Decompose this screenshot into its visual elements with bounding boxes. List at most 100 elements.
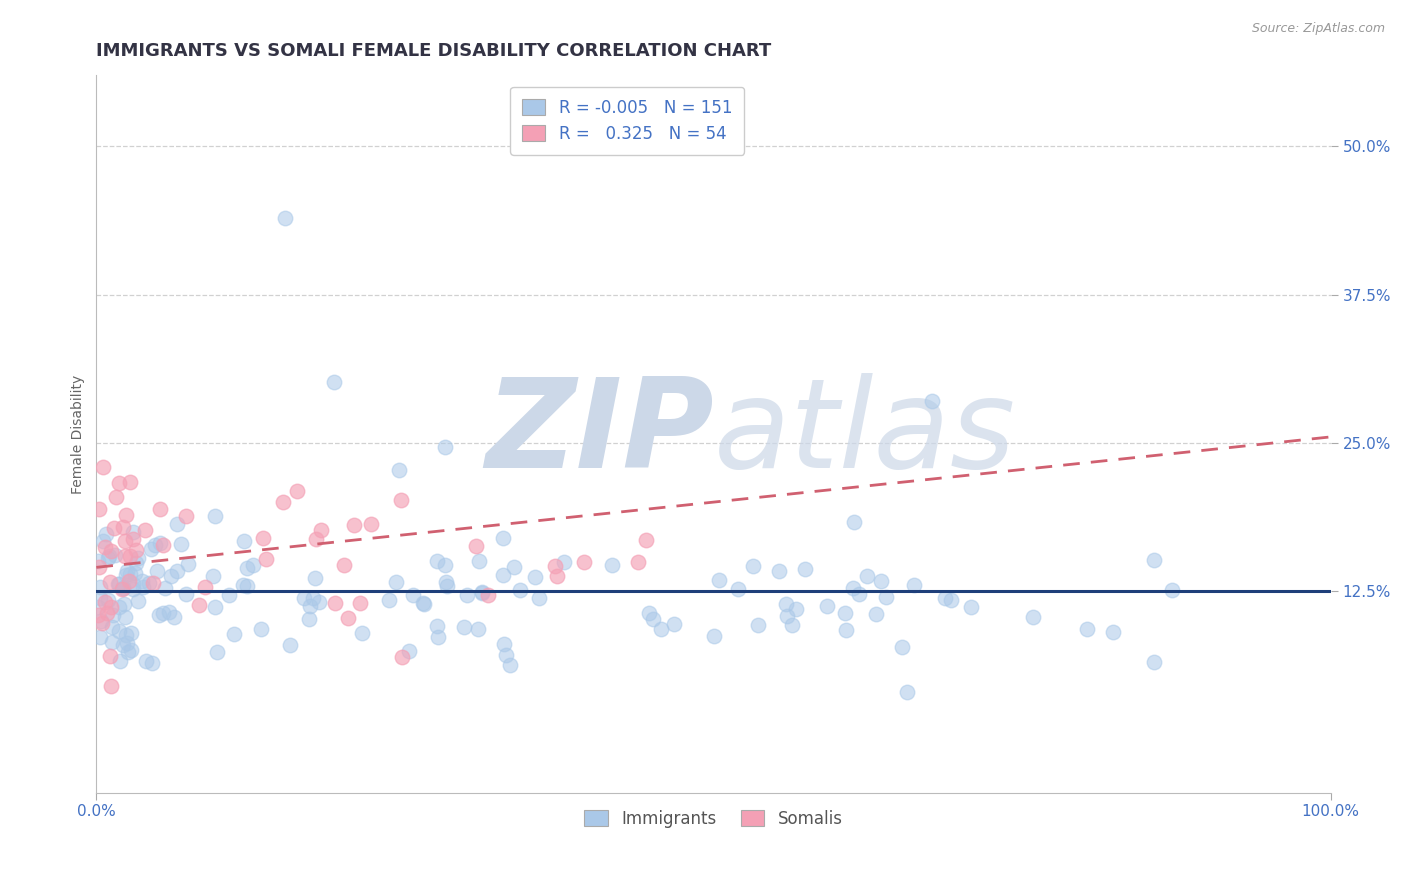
Point <box>124 556 146 570</box>
Point <box>835 623 858 637</box>
Point <box>135 654 157 668</box>
Point <box>98 649 121 664</box>
Point <box>304 571 326 585</box>
Point <box>114 609 136 624</box>
Point <box>941 593 963 607</box>
Point <box>402 588 425 602</box>
Point <box>477 588 499 602</box>
Point <box>120 642 142 657</box>
Point <box>499 658 522 673</box>
Point <box>149 536 172 550</box>
Point <box>94 541 117 555</box>
Point <box>492 531 515 545</box>
Point <box>101 620 124 634</box>
Point <box>93 534 115 549</box>
Point <box>343 518 366 533</box>
Point <box>1143 553 1166 567</box>
Point <box>794 562 817 576</box>
Point <box>323 596 346 610</box>
Point <box>100 544 122 558</box>
Point <box>242 558 264 572</box>
Point <box>89 591 111 606</box>
Point <box>848 587 870 601</box>
Point <box>104 548 127 562</box>
Point <box>1022 610 1045 624</box>
Point <box>108 600 131 615</box>
Point <box>112 520 135 534</box>
Point <box>177 558 200 572</box>
Point <box>637 606 659 620</box>
Point <box>254 552 277 566</box>
Point <box>471 585 494 599</box>
Point <box>434 558 457 573</box>
Point <box>222 626 245 640</box>
Point <box>152 606 174 620</box>
Point <box>523 570 546 584</box>
Point <box>815 599 838 614</box>
Point <box>134 523 156 537</box>
Y-axis label: Female Disability: Female Disability <box>72 375 86 493</box>
Point <box>111 581 134 595</box>
Point <box>388 463 411 477</box>
Point <box>1076 623 1098 637</box>
Point <box>166 517 188 532</box>
Point <box>391 649 413 664</box>
Point <box>118 566 141 581</box>
Point <box>120 625 142 640</box>
Point <box>352 626 374 640</box>
Point <box>453 619 475 633</box>
Point <box>124 566 146 580</box>
Point <box>204 599 226 614</box>
Point <box>87 501 110 516</box>
Point <box>378 593 401 607</box>
Point <box>115 567 138 582</box>
Point <box>747 617 769 632</box>
Point <box>1143 655 1166 669</box>
Point <box>202 569 225 583</box>
Point <box>104 490 127 504</box>
Point <box>641 612 664 626</box>
Point <box>934 591 956 605</box>
Point <box>112 597 135 611</box>
Point <box>302 591 325 606</box>
Point <box>305 532 328 546</box>
Point <box>503 560 526 574</box>
Point <box>471 586 494 600</box>
Point <box>856 569 879 583</box>
Point <box>96 606 118 620</box>
Point <box>118 574 141 589</box>
Point <box>131 580 153 594</box>
Point <box>108 576 131 591</box>
Point <box>122 524 145 539</box>
Point <box>204 509 226 524</box>
Point <box>143 539 166 553</box>
Point <box>152 538 174 552</box>
Point <box>322 376 344 390</box>
Point <box>865 607 887 621</box>
Point <box>174 508 197 523</box>
Point <box>336 611 359 625</box>
Point <box>274 211 297 225</box>
Legend: Immigrants, Somalis: Immigrants, Somalis <box>578 803 849 835</box>
Point <box>870 574 893 589</box>
Point <box>148 607 170 622</box>
Point <box>467 622 489 636</box>
Point <box>141 656 163 670</box>
Point <box>86 554 108 568</box>
Point <box>298 599 321 614</box>
Point <box>465 539 488 553</box>
Point <box>727 582 749 597</box>
Point <box>627 555 650 569</box>
Point <box>157 606 180 620</box>
Point <box>111 582 134 597</box>
Text: atlas: atlas <box>713 374 1015 494</box>
Point <box>844 515 866 529</box>
Point <box>546 569 568 583</box>
Point <box>93 595 115 609</box>
Point <box>662 617 685 632</box>
Point <box>703 629 725 643</box>
Point <box>97 551 120 566</box>
Point <box>780 618 803 632</box>
Point <box>91 460 114 475</box>
Point <box>271 494 294 508</box>
